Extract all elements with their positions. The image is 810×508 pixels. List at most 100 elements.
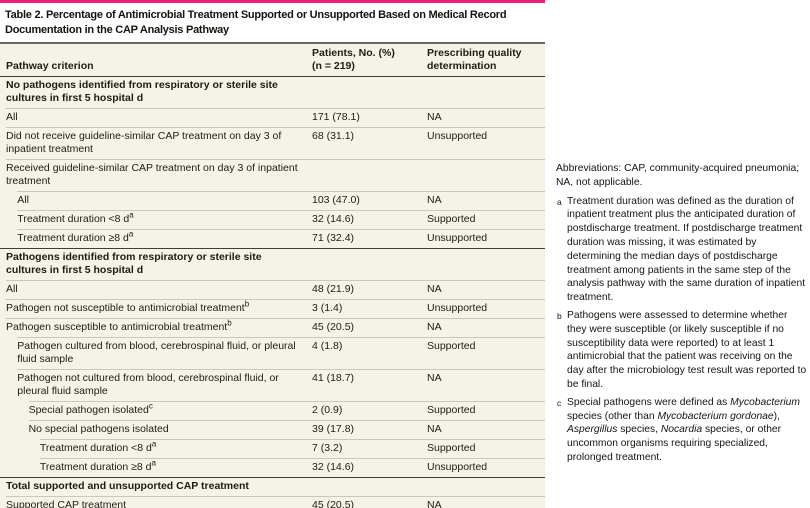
footnote-marker: a (128, 229, 134, 239)
column-header-pathway-criterion: Pathway criterion (0, 60, 312, 73)
criterion-cell: Pathogen not susceptible to antimicrobia… (6, 299, 250, 314)
criterion-cell: Treatment duration ≥8 da (17, 229, 134, 244)
criterion-cell: Total supported and unsupported CAP trea… (6, 480, 249, 492)
table-header-row: Pathway criterion Patients, No. (%) (n =… (0, 44, 545, 77)
quality-cell: Supported (427, 404, 476, 416)
quality-cell: Supported (427, 340, 476, 352)
patients-cell: 2 (0.9) (312, 404, 343, 416)
patients-cell: 71 (32.4) (312, 232, 355, 244)
table-row: Treatment duration ≥8 da 71 (32.4) Unsuppo… (17, 229, 545, 248)
quality-cell: NA (427, 321, 442, 333)
footnote-marker: a (129, 210, 134, 220)
section-row: Total supported and unsupported CAP trea… (0, 477, 545, 496)
table-row: Pathogen not cultured from blood, cerebr… (17, 369, 545, 401)
footnote-text: species (other than (567, 410, 658, 422)
criterion-cell: Did not receive guideline-similar CAP tr… (6, 130, 282, 155)
species-name: Mycobacterium gordonae (657, 410, 774, 422)
footnote-text: species, (617, 424, 661, 436)
footnote-c: c Special pathogens were defined as Mycob… (556, 396, 808, 465)
footnote-marker: b (244, 299, 250, 309)
criterion-cell: No pathogens identified from respiratory… (6, 79, 278, 104)
table-row: Did not receive guideline-similar CAP tr… (6, 127, 545, 159)
criterion-cell: All (6, 283, 18, 295)
quality-cell: Unsupported (427, 232, 488, 244)
table-row: All 103 (47.0) NA (17, 191, 545, 210)
criterion-cell: All (17, 194, 29, 206)
quality-cell: NA (427, 283, 442, 295)
column-header-text: Pathway criterion (6, 60, 94, 72)
table-row: All 171 (78.1) NA (6, 108, 545, 127)
footnote-marker: b (227, 318, 232, 328)
footnote-text: Pathogens were assessed to determine whe… (567, 309, 807, 390)
criterion-cell: Pathogens identified from respiratory or… (6, 251, 262, 276)
table-row: Treatment duration ≥8 da 32 (14.6) Unsuppo… (39, 458, 545, 477)
abbreviations-note: Abbreviations: CAP, community-acquired p… (556, 163, 800, 188)
footnote-marker: c (557, 397, 562, 408)
column-header-text: determination (427, 60, 497, 72)
quality-cell: Supported (427, 442, 476, 454)
footnote-marker: a (151, 439, 157, 449)
section-row: No pathogens identified from respiratory… (0, 77, 545, 108)
patients-cell: 3 (1.4) (312, 302, 343, 314)
footnote-text: species, or other uncommon organisms req… (567, 424, 782, 463)
species-name: Mycobacterium (730, 396, 800, 408)
table-row: Special pathogen isolatedc 2 (0.9) Support… (28, 401, 545, 420)
quality-cell: NA (427, 423, 442, 435)
patients-cell: 48 (21.9) (312, 283, 355, 295)
patients-cell: 45 (20.5) (312, 499, 355, 508)
table-body: No pathogens identified from respiratory… (0, 77, 545, 508)
criterion-cell: Treatment duration <8 da (39, 439, 157, 454)
column-header-text: Patients, No. (%) (312, 47, 395, 59)
footnote-text: ), (773, 410, 780, 422)
column-header-text: (n = 219) (312, 60, 355, 72)
table2-panel: Table 2. Percentage of Antimicrobial Tre… (0, 0, 545, 508)
footnote-list: a Treatment duration was defined as the d… (556, 195, 808, 465)
table-title: Table 2. Percentage of Antimicrobial Tre… (5, 9, 507, 36)
table-row: Supported CAP treatment 45 (20.5) NA (6, 496, 545, 508)
criterion-cell: Supported CAP treatment (6, 499, 127, 508)
patients-cell: 41 (18.7) (312, 372, 355, 384)
footnote-text: Treatment duration was defined as the du… (567, 195, 806, 304)
table: Pathway criterion Patients, No. (%) (n =… (0, 42, 545, 508)
section-row: Pathogens identified from respiratory or… (0, 248, 545, 280)
footnote-text: Special pathogens were defined as (567, 396, 731, 408)
footnote-marker: a (151, 458, 156, 468)
table-row: All 48 (21.9) NA (6, 280, 545, 299)
patients-cell: 39 (17.8) (312, 423, 355, 435)
patients-cell: 68 (31.1) (312, 130, 355, 142)
criterion-cell: Treatment duration ≥8 da (39, 458, 156, 473)
quality-cell: Supported (427, 213, 476, 225)
quality-cell: NA (427, 499, 442, 508)
footnotes: Abbreviations: CAP, community-acquired p… (556, 162, 808, 469)
quality-cell: NA (427, 111, 442, 123)
column-header-patients: Patients, No. (%) (n = 219) (312, 47, 427, 73)
criterion-cell: Received guideline-similar CAP treatment… (6, 162, 298, 187)
table-row: Received guideline-similar CAP treatment… (6, 159, 545, 191)
quality-cell: NA (427, 194, 442, 206)
patients-cell: 103 (47.0) (312, 194, 360, 206)
patients-cell: 45 (20.5) (312, 321, 355, 333)
column-header-text: Prescribing quality (427, 47, 522, 59)
table-row: Treatment duration <8 da 32 (14.6) Support… (17, 210, 545, 229)
criterion-cell: No special pathogens isolated (28, 423, 169, 435)
criterion-cell: All (6, 111, 18, 123)
patients-cell: 32 (14.6) (312, 213, 355, 225)
patients-cell: 171 (78.1) (312, 111, 360, 123)
quality-cell: NA (427, 372, 442, 384)
table-row: No special pathogens isolated 39 (17.8) NA (28, 420, 545, 439)
patients-cell: 7 (3.2) (312, 442, 343, 454)
table-row: Pathogen not susceptible to antimicrobia… (6, 299, 545, 318)
criterion-cell: Special pathogen isolatedc (28, 401, 153, 416)
criterion-cell: Pathogen not cultured from blood, cerebr… (17, 372, 279, 397)
footnote-marker: a (557, 196, 562, 207)
species-name: Aspergillus (567, 424, 618, 436)
criterion-cell: Pathogen susceptible to antimicrobial tr… (6, 318, 232, 333)
column-header-prescribing-quality: Prescribing quality determination (427, 47, 545, 73)
species-name: Nocardia (660, 424, 703, 436)
footnote-a: a Treatment duration was defined as the d… (556, 195, 808, 305)
footnote-b: b Pathogens were assessed to determine wh… (556, 309, 808, 392)
quality-cell: Unsupported (427, 461, 488, 473)
table-row: Pathogen cultured from blood, cerebrospi… (17, 337, 545, 369)
patients-cell: 4 (1.8) (312, 340, 343, 352)
